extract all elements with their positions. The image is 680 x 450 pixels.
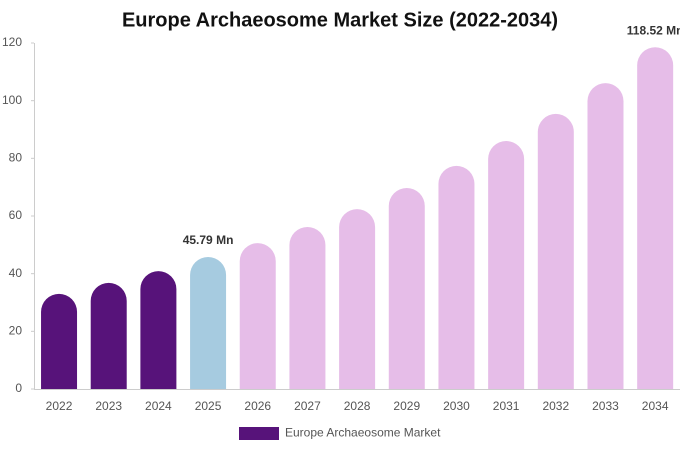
bar	[339, 209, 376, 389]
x-tick-label: 2027	[294, 399, 321, 413]
y-tick-label: 60	[9, 208, 23, 222]
value-label: 45.79 Mn	[183, 233, 234, 247]
bar	[587, 83, 624, 389]
y-tick-label: 100	[2, 93, 22, 107]
x-tick-label: 2023	[95, 399, 122, 413]
bar	[488, 141, 525, 389]
x-tick-label: 2031	[493, 399, 520, 413]
bar	[90, 282, 127, 389]
x-tick-label: 2034	[642, 399, 669, 413]
legend-swatch	[239, 427, 279, 440]
x-tick-label: 2030	[443, 399, 470, 413]
x-tick-label: 2025	[195, 399, 222, 413]
y-tick-label: 80	[9, 151, 23, 165]
y-tick-label: 0	[15, 381, 22, 395]
bar	[239, 243, 276, 389]
x-tick-label: 2028	[344, 399, 371, 413]
bar	[289, 226, 326, 389]
legend-label: Europe Archaeosome Market	[285, 426, 441, 440]
bar	[537, 113, 574, 389]
bar	[41, 293, 78, 389]
bar	[140, 271, 177, 389]
y-tick-label: 120	[2, 35, 22, 49]
bar	[637, 47, 674, 389]
x-tick-label: 2024	[145, 399, 172, 413]
x-tick-label: 2033	[592, 399, 619, 413]
y-tick-label: 40	[9, 266, 23, 280]
x-tick-label: 2022	[46, 399, 73, 413]
bar	[190, 256, 227, 389]
x-tick-label: 2032	[542, 399, 569, 413]
x-tick-label: 2029	[393, 399, 420, 413]
y-tick-label: 20	[9, 324, 23, 338]
chart-title: Europe Archaeosome Market Size (2022-203…	[122, 9, 558, 31]
x-tick-label: 2026	[244, 399, 271, 413]
bar	[438, 165, 475, 389]
bar	[388, 188, 425, 389]
value-label: 118.52 Mn	[627, 23, 680, 37]
